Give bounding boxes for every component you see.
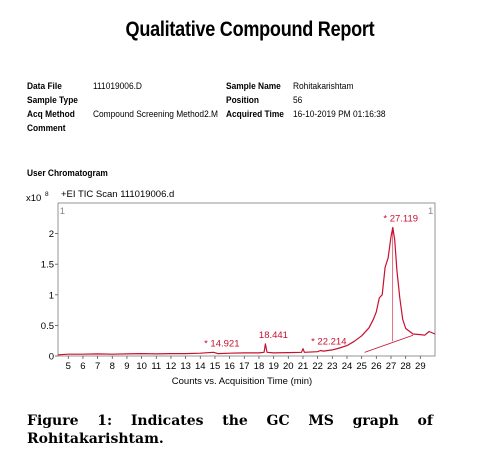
x-tick-label: 25 (356, 361, 367, 372)
user-chromatogram-label: User Chromatogram (27, 168, 108, 179)
caption-word-graph: graph (352, 413, 399, 429)
x-tick-label: 7 (95, 361, 100, 372)
comment-label: Comment (27, 123, 66, 134)
sample-type-label: Sample Type (27, 95, 78, 106)
series-layer (57, 226, 436, 356)
x-tick-label: 12 (166, 361, 177, 372)
position-value: 56 (293, 95, 303, 106)
report-title: Qualitative Compound Report (125, 18, 375, 41)
x-tick-label: 6 (80, 361, 85, 372)
y-tick-label: 0 (49, 352, 54, 363)
x-tick-label: 23 (327, 361, 338, 372)
caption-word-figure: Figure (27, 413, 79, 429)
sample-type-value (93, 94, 218, 108)
x-tick-label: 28 (400, 361, 411, 372)
x-tick-label: 16 (224, 361, 235, 372)
comment-value (93, 122, 218, 136)
x-tick-label: 5 (66, 361, 71, 372)
y-multiplier-text: x10 (26, 193, 41, 204)
x-tick-label: 26 (371, 361, 382, 372)
x-tick-label: 17 (239, 361, 250, 372)
x-tick-label: 21 (298, 361, 309, 372)
scan-marker-label: 1 (428, 206, 433, 217)
peak-label: * 14.921 (204, 338, 239, 349)
position-label: Position (226, 95, 259, 106)
caption-word-indicates: Indicates (130, 413, 204, 429)
y-tick-label: 2 (49, 229, 54, 240)
caption-word-the: the (222, 413, 248, 429)
plot-frame (57, 202, 436, 357)
acq-method-label: Acq Method (27, 109, 75, 120)
x-tick-label: 10 (136, 361, 147, 372)
meta-left-values: 111019006.D Compound Screening Method2.M (93, 80, 218, 136)
peak-label: * 22.214 (311, 336, 346, 347)
acquired-time-value: 16-10-2019 PM 01:16:38 (293, 109, 386, 120)
sample-name-value: Rohitakarishtam (293, 81, 354, 92)
x-tick-label: 19 (268, 361, 279, 372)
data-file-label: Data File (27, 81, 62, 92)
chart-title: +EI TIC Scan 111019006.d (61, 189, 174, 200)
acq-method-value: Compound Screening Method2.M (93, 109, 219, 120)
peak-label: 18.441 (259, 330, 288, 341)
meta-left-labels: Data File Sample Type Acq Method Comment (27, 80, 78, 136)
integration-baseline (364, 334, 414, 353)
x-tick-label: 14 (195, 361, 206, 372)
y-multiplier-exponent: 8 (45, 191, 49, 198)
x-tick-label: 13 (180, 361, 191, 372)
y-tick-label: 0.5 (41, 321, 54, 332)
chromatogram-chart: x10 8 +EI TIC Scan 111019006.d 0 0.5 1 1.5 2… (26, 189, 436, 387)
x-tick-label: 15 (210, 361, 221, 372)
x-tick-label: 11 (151, 361, 161, 372)
tic-series-line (57, 226, 436, 356)
data-file-value: 111019006.D (93, 81, 142, 92)
annotation-layer: 1 1 * 14.921 18.441 * 22.214 * 27.119 (60, 206, 433, 349)
sample-name-label: Sample Name (226, 81, 281, 92)
plot-border (57, 202, 436, 357)
x-tick-label: 8 (110, 361, 115, 372)
peak-label: * 27.119 (383, 213, 418, 224)
x-tick-label: 18 (254, 361, 265, 372)
caption-word-number: 1: (97, 413, 113, 429)
scan-marker-label: 1 (60, 206, 65, 217)
x-tick-label: 24 (342, 361, 353, 372)
x-tick-label: 29 (415, 361, 426, 372)
meta-right-values: Rohitakarishtam 56 16-10-2019 PM 01:16:3… (293, 80, 385, 122)
x-tick-label: 20 (283, 361, 294, 372)
figure-caption: Figure 1: Indicates the GC MS graph of R… (27, 412, 433, 448)
caption-word-of: of (417, 413, 433, 429)
y-tick-label: 1.5 (41, 260, 54, 271)
caption-word-ms: MS (308, 413, 334, 429)
y-multiplier: x10 8 (26, 191, 49, 204)
axis-layer: 00.511.525 6 7 8 9 10 11 12 13 14 15 16 17 18 19 20 21 22… (41, 229, 426, 372)
caption-line-2: Rohitakarishtam. (27, 431, 164, 447)
x-axis-label: Counts vs. Acquisition Time (min) (172, 376, 312, 387)
x-tick-label: 9 (124, 361, 129, 372)
meta-right-labels: Sample Name Position Acquired Time (226, 80, 284, 122)
y-tick-label: 1 (49, 290, 54, 301)
x-tick-label: 22 (312, 361, 323, 372)
x-tick-label: 27 (386, 361, 397, 372)
caption-line-1: Figure 1: Indicates the GC MS graph of (27, 412, 433, 430)
caption-word-gc: GC (266, 413, 290, 429)
acquired-time-label: Acquired Time (226, 109, 284, 120)
